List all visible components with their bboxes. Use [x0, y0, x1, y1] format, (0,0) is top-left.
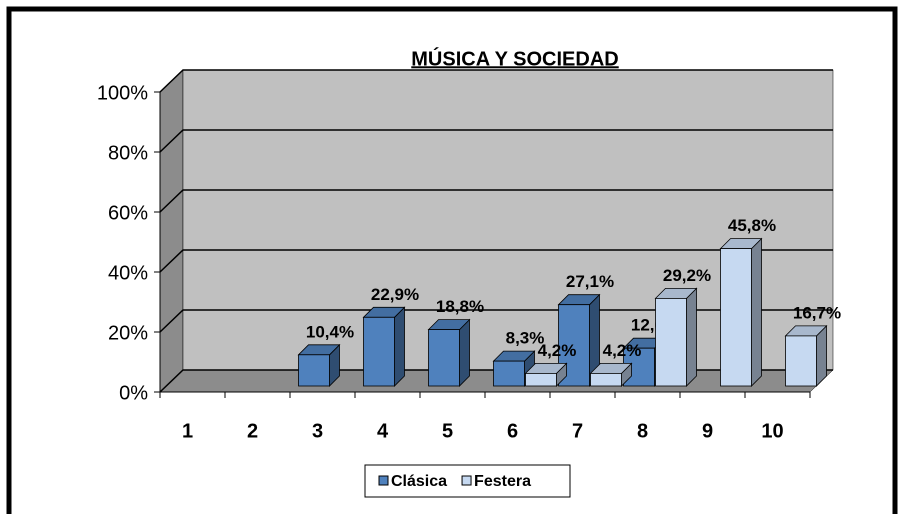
data-label: 4,2%: [603, 341, 642, 360]
grid-line: [159, 189, 833, 213]
bar-front: [428, 329, 460, 387]
legend-label: Clásica: [391, 473, 447, 490]
x-tick-label: 10: [761, 420, 783, 442]
bar: [784, 324, 828, 387]
bar-front: [720, 248, 752, 387]
bar: [297, 343, 341, 387]
legend-swatch: [378, 475, 389, 486]
x-tick-label: 6: [507, 420, 518, 442]
bar-front: [590, 372, 622, 387]
bar: [654, 287, 698, 387]
side-wall: [159, 69, 184, 393]
bar-side: [459, 318, 470, 387]
bar-front: [363, 316, 395, 387]
x-tick-label: 4: [377, 420, 389, 442]
x-tick-label: 3: [312, 420, 323, 442]
bar-side: [394, 306, 405, 387]
bar: [589, 362, 633, 387]
bar: [362, 306, 406, 387]
legend-label: Festera: [474, 473, 531, 490]
grid-line: [159, 309, 833, 333]
data-label: 8,3%: [506, 329, 545, 348]
bar-front: [525, 372, 557, 387]
data-label: 29,2%: [663, 266, 711, 285]
x-tick-label: 1: [182, 420, 193, 442]
chart-title: MÚSICA Y SOCIEDAD: [411, 46, 618, 70]
data-label: 22,9%: [371, 285, 419, 304]
data-label: 10,4%: [306, 322, 354, 341]
grid-line: [159, 129, 833, 153]
x-tick-label: 5: [442, 420, 453, 442]
x-tick-label: 7: [572, 420, 583, 442]
bar-front: [298, 354, 330, 387]
bar: [524, 362, 568, 387]
bar: [427, 318, 471, 387]
bar-side: [686, 287, 697, 387]
data-label: 16,7%: [793, 303, 841, 322]
y-tick-label: 20%: [108, 322, 148, 344]
y-tick-label: 40%: [108, 262, 148, 284]
y-tick-label: 80%: [108, 142, 148, 164]
x-tick-label: 8: [637, 420, 648, 442]
bar-side: [751, 237, 762, 387]
y-tick-label: 0%: [119, 382, 148, 404]
grid-line: [159, 69, 833, 93]
legend-swatch: [461, 475, 472, 486]
x-tick-label: 9: [702, 420, 713, 442]
data-label: 27,1%: [566, 272, 614, 291]
data-label: 18,8%: [436, 297, 484, 316]
bar-front: [785, 335, 817, 387]
y-tick-label: 100%: [97, 82, 148, 104]
data-label: 4,2%: [538, 341, 577, 360]
grid-line: [159, 249, 833, 273]
bar-front: [655, 297, 687, 387]
bar: [719, 237, 763, 387]
data-label: 45,8%: [728, 216, 776, 235]
bar-front: [493, 360, 525, 387]
x-tick-label: 2: [247, 420, 258, 442]
y-tick-label: 60%: [108, 202, 148, 224]
